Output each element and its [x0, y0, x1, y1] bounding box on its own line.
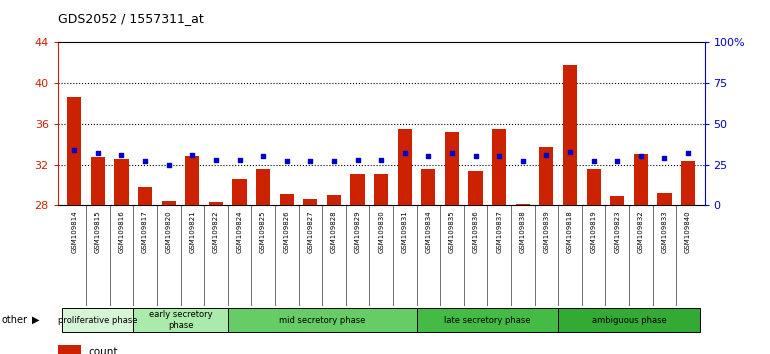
Text: GSM109823: GSM109823: [614, 210, 620, 253]
Point: [446, 150, 458, 156]
Text: count: count: [89, 347, 118, 354]
Text: GSM109818: GSM109818: [567, 210, 573, 253]
Text: GSM109834: GSM109834: [425, 210, 431, 253]
Bar: [492, 129, 506, 354]
Bar: [280, 194, 294, 354]
Point: [493, 154, 505, 159]
Bar: [421, 169, 436, 354]
Bar: [67, 97, 82, 354]
Text: GSM109819: GSM109819: [591, 210, 597, 253]
Point: [682, 150, 695, 156]
Point: [162, 162, 175, 167]
Bar: [587, 169, 601, 354]
Bar: [397, 129, 412, 354]
Bar: [539, 147, 554, 354]
Point: [470, 154, 482, 159]
Text: GSM109816: GSM109816: [119, 210, 125, 253]
Text: GSM109821: GSM109821: [189, 210, 196, 253]
Point: [375, 157, 387, 162]
FancyBboxPatch shape: [558, 308, 700, 332]
Point: [351, 157, 363, 162]
Bar: [186, 156, 199, 354]
Bar: [138, 187, 152, 354]
Bar: [162, 201, 176, 354]
Text: late secretory phase: late secretory phase: [444, 315, 531, 325]
Text: GSM109822: GSM109822: [213, 210, 219, 253]
Bar: [681, 161, 695, 354]
Text: GSM109815: GSM109815: [95, 210, 101, 253]
Text: GDS2052 / 1557311_at: GDS2052 / 1557311_at: [58, 12, 203, 25]
Text: mid secretory phase: mid secretory phase: [279, 315, 365, 325]
Text: GSM109826: GSM109826: [283, 210, 290, 253]
Text: GSM109835: GSM109835: [449, 210, 455, 253]
FancyBboxPatch shape: [133, 308, 228, 332]
Bar: [468, 171, 483, 354]
Bar: [516, 204, 530, 354]
Text: GSM109837: GSM109837: [496, 210, 502, 253]
Bar: [91, 158, 105, 354]
Point: [634, 154, 647, 159]
Text: GSM109824: GSM109824: [236, 210, 243, 253]
Bar: [658, 193, 671, 354]
Bar: [634, 154, 648, 354]
Text: GSM109827: GSM109827: [307, 210, 313, 253]
Bar: [233, 179, 246, 354]
Point: [588, 159, 600, 164]
Point: [328, 159, 340, 164]
Point: [611, 159, 624, 164]
Text: GSM109836: GSM109836: [473, 210, 479, 253]
Point: [399, 150, 411, 156]
Text: early secretory
phase: early secretory phase: [149, 310, 213, 330]
Bar: [610, 196, 624, 354]
Text: GSM109838: GSM109838: [520, 210, 526, 253]
Bar: [563, 65, 577, 354]
Bar: [326, 195, 341, 354]
Point: [92, 150, 104, 156]
Text: ▶: ▶: [32, 315, 40, 325]
Point: [517, 159, 529, 164]
Text: GSM109833: GSM109833: [661, 210, 668, 253]
Bar: [209, 202, 223, 354]
Bar: [58, 345, 81, 354]
Point: [186, 152, 199, 158]
Bar: [350, 174, 365, 354]
Bar: [303, 199, 317, 354]
Text: GSM109829: GSM109829: [354, 210, 360, 253]
FancyBboxPatch shape: [62, 308, 133, 332]
Point: [658, 155, 671, 161]
Point: [280, 159, 293, 164]
Text: GSM109820: GSM109820: [166, 210, 172, 253]
FancyBboxPatch shape: [228, 308, 417, 332]
Point: [116, 152, 128, 158]
Point: [233, 157, 246, 162]
Text: ambiguous phase: ambiguous phase: [591, 315, 666, 325]
Point: [541, 152, 553, 158]
Text: GSM109825: GSM109825: [260, 210, 266, 253]
Text: GSM109840: GSM109840: [685, 210, 691, 253]
Point: [209, 157, 222, 162]
Text: GSM109814: GSM109814: [72, 210, 77, 253]
Point: [422, 154, 434, 159]
Text: GSM109832: GSM109832: [638, 210, 644, 253]
Bar: [256, 169, 270, 354]
Point: [139, 159, 151, 164]
Text: GSM109839: GSM109839: [544, 210, 549, 253]
Bar: [445, 132, 459, 354]
Text: GSM109830: GSM109830: [378, 210, 384, 253]
Text: GSM109828: GSM109828: [331, 210, 337, 253]
Point: [68, 147, 80, 153]
Bar: [374, 174, 388, 354]
FancyBboxPatch shape: [417, 308, 558, 332]
Point: [564, 149, 576, 154]
Text: other: other: [2, 315, 28, 325]
Bar: [115, 159, 129, 354]
Text: GSM109817: GSM109817: [142, 210, 148, 253]
Point: [257, 154, 270, 159]
Point: [304, 159, 316, 164]
Text: proliferative phase: proliferative phase: [58, 315, 138, 325]
Text: GSM109831: GSM109831: [402, 210, 408, 253]
